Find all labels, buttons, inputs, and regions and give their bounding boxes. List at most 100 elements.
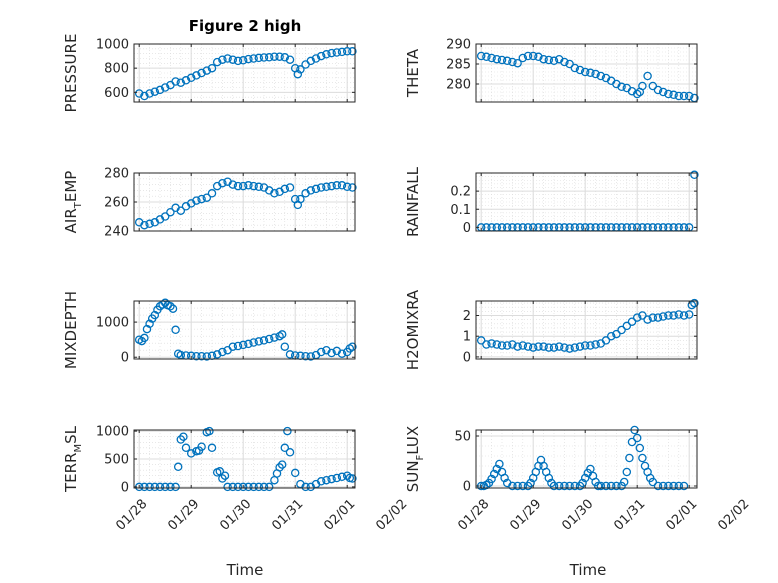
data-point [508,340,517,349]
data-point [212,57,222,67]
data-point [285,55,295,64]
data-point [482,52,491,62]
data-point [207,189,217,198]
data-point [508,481,517,491]
data-points [476,425,689,491]
plot-area [476,301,697,359]
y-axis-label: THETA [404,48,422,98]
data-point [648,81,658,91]
data-point [160,212,170,221]
data-point [311,184,321,194]
subplot-4: 0 0.1 0.2 RAINFALL [404,166,699,237]
data-point [482,480,491,490]
data-point [337,47,347,57]
data-point [160,482,170,492]
axes-box [475,300,698,360]
data-point [285,183,295,192]
y-axis-label-main: H2OMIXRA [404,289,422,370]
y-axis-label-subscript: T [73,201,84,209]
data-point [270,333,279,342]
data-point [638,311,647,320]
data-point [327,348,336,358]
data-point [679,91,689,101]
data-point [591,69,600,79]
data-point [244,181,253,190]
data-point [228,342,238,351]
data-point [487,339,496,348]
data-point [233,56,243,66]
data-point [145,482,154,492]
y-axis-label-subscript: F [415,454,426,460]
data-point [254,182,264,192]
y-tick-label: 600 [104,86,129,101]
y-tick-label: 260 [104,196,129,211]
data-point [643,315,652,324]
data-point [207,63,217,73]
y-tick-label: 280 [104,167,129,182]
data-point [168,304,178,313]
data-point [270,52,279,61]
data-point [679,311,689,320]
data-point [176,78,186,87]
y-tick-label: 800 [104,62,129,77]
data-point [254,482,264,492]
data-point [500,473,509,483]
y-axis-label-main: MIXDEPTH [62,291,80,369]
data-point [544,343,554,352]
data-point [277,330,287,339]
axes-box [133,300,356,360]
data-point [259,336,269,345]
data-point [596,481,606,491]
data-point [264,482,274,492]
data-point [280,443,290,453]
data-point [215,467,225,476]
data-point [233,482,243,492]
data-point [565,481,574,491]
data-point [601,481,611,491]
data-point [280,342,290,351]
data-point [580,67,590,77]
data-point [296,194,305,204]
data-point [140,333,149,343]
data-point [632,313,642,322]
data-point [293,69,303,79]
y-tick-label: 1000 [96,316,129,331]
y-tick-label: 240 [104,225,129,240]
data-point [179,432,188,441]
y-axis-label: SUNFLUX [404,426,426,492]
data-point [228,180,238,189]
data-point [544,55,554,65]
y-tick-label: 1 [463,330,471,345]
data-point [218,347,227,357]
data-point [495,459,504,469]
y-tick-label: 0 [463,350,471,365]
data-point [674,310,684,319]
data-point [560,57,569,67]
data-point [316,51,326,61]
data-point [580,341,590,350]
data-point [622,467,632,477]
data-point [664,481,673,491]
y-tick-label: 1000 [96,38,129,53]
data-point [322,475,331,485]
data-point [518,481,528,491]
y-axis-label: H2OMIXRA [404,289,422,370]
data-point [502,341,512,350]
data-points [476,298,699,353]
data-point [664,89,673,99]
data-point [280,53,290,62]
data-point [186,449,196,458]
data-point [619,477,629,487]
data-point [311,54,321,63]
data-point [332,181,342,190]
data-point [617,325,626,335]
data-point [534,342,543,351]
data-point [669,311,678,320]
data-point [489,469,499,479]
data-point [528,51,538,61]
data-point [476,51,486,61]
y-axis-label: RAINFALL [404,166,422,237]
y-axis-label: MIXDEPTH [62,291,80,369]
data-point [280,184,290,194]
